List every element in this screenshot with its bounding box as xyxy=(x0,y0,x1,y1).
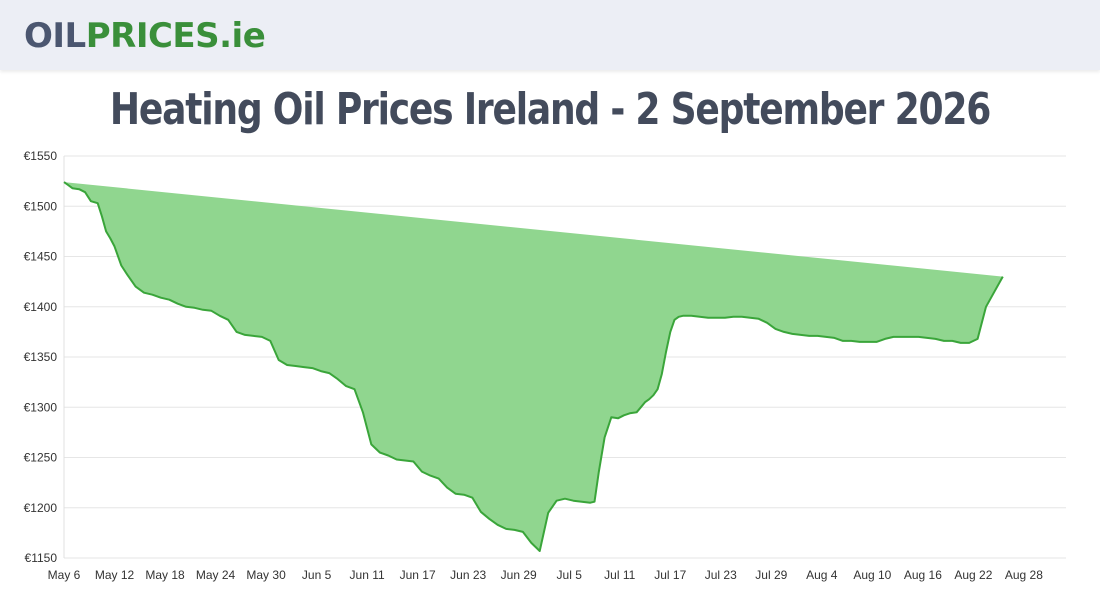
x-tick-label: Jul 5 xyxy=(557,568,583,582)
x-tick-label: May 30 xyxy=(246,568,286,582)
y-tick-label: €1300 xyxy=(24,400,58,414)
x-tick-label: Jul 23 xyxy=(705,568,737,582)
x-tick-label: May 6 xyxy=(48,568,81,582)
x-tick-label: May 18 xyxy=(145,568,185,582)
logo-prices-text: PRICES xyxy=(85,16,220,56)
x-tick-label: Jun 5 xyxy=(302,568,332,582)
x-tick-label: Jul 29 xyxy=(755,568,787,582)
y-tick-label: €1150 xyxy=(25,551,58,565)
x-tick-label: Aug 22 xyxy=(954,568,992,582)
x-tick-label: Aug 4 xyxy=(806,568,838,582)
y-tick-label: €1350 xyxy=(24,350,58,364)
y-tick-label: €1500 xyxy=(24,199,58,213)
x-tick-label: May 12 xyxy=(95,568,135,582)
x-tick-label: Jun 23 xyxy=(450,568,486,582)
site-logo[interactable]: OILPRICES.ie xyxy=(24,14,266,58)
x-tick-label: Jul 11 xyxy=(604,568,635,582)
price-area-fill xyxy=(64,182,1003,551)
y-tick-label: €1400 xyxy=(24,300,58,314)
y-tick-label: €1550 xyxy=(24,149,58,163)
x-tick-label: Jun 17 xyxy=(400,568,436,582)
x-tick-label: Jul 17 xyxy=(654,568,686,582)
y-tick-label: €1200 xyxy=(24,501,58,515)
x-tick-label: Aug 10 xyxy=(853,568,891,582)
x-tick-label: Jun 11 xyxy=(350,568,385,582)
logo-tld-text: .ie xyxy=(219,16,266,56)
top-bar: OILPRICES.ie xyxy=(0,0,1100,70)
logo-oil-text: OIL xyxy=(24,16,86,56)
y-tick-label: €1250 xyxy=(24,451,58,465)
x-tick-label: May 24 xyxy=(196,568,236,582)
price-series-line xyxy=(63,181,1004,552)
x-tick-label: Jun 29 xyxy=(501,568,537,582)
page-title: Heating Oil Prices Ireland - 2 September… xyxy=(109,84,991,135)
y-tick-label: €1450 xyxy=(24,250,58,264)
x-tick-label: Aug 28 xyxy=(1005,568,1043,582)
x-tick-label: Aug 16 xyxy=(904,568,942,582)
